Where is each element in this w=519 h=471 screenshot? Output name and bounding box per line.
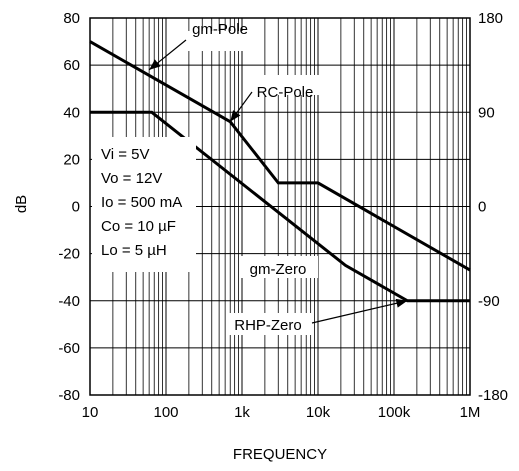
y-tick-label: 40 bbox=[63, 104, 80, 121]
tick-labels: 10 100 1k 10k 100k 1M 80 60 40 20 0 -20 -40 -60 -80 180… bbox=[58, 10, 508, 421]
annotation-arrowhead bbox=[395, 298, 408, 308]
condition-text: Vo = 12V bbox=[101, 170, 162, 187]
x-tick-label: 10k bbox=[306, 404, 331, 421]
y2-tick-label: -180 bbox=[478, 387, 508, 404]
y2-tick-label: -90 bbox=[478, 293, 500, 310]
x-tick-label: 100 bbox=[153, 404, 178, 421]
annotation-backdrop bbox=[244, 75, 328, 95]
condition-text: Vi = 5V bbox=[101, 146, 150, 163]
x-tick-label: 1k bbox=[234, 404, 250, 421]
condition-text: Io = 500 mA bbox=[101, 194, 182, 211]
annotation-label: RC-Pole bbox=[257, 84, 314, 101]
x-axis-title: FREQUENCY bbox=[233, 446, 327, 463]
y-tick-label: 20 bbox=[63, 151, 80, 168]
y-axis-title: dB bbox=[13, 195, 30, 213]
data-series bbox=[89, 40, 471, 303]
annotation-leader bbox=[311, 300, 408, 324]
annotation-label: gm-Pole bbox=[192, 21, 248, 38]
y-tick-label: -20 bbox=[58, 246, 80, 263]
y-tick-label: -40 bbox=[58, 293, 80, 310]
annotation-label: gm-Zero bbox=[250, 261, 307, 278]
annotation-backdrop bbox=[226, 313, 312, 335]
annotation-arrowhead bbox=[230, 110, 241, 122]
y2-tick-label: 0 bbox=[478, 199, 486, 216]
condition-text: Co = 10 µF bbox=[101, 218, 176, 235]
series-line-1 bbox=[89, 40, 471, 272]
annotation-arrowhead bbox=[149, 59, 161, 70]
annotation-label: RHP-Zero bbox=[234, 317, 302, 334]
condition-text: Lo = 5 µH bbox=[101, 242, 167, 259]
y-tick-label: -60 bbox=[58, 340, 80, 357]
y2-tick-label: 90 bbox=[478, 104, 495, 121]
x-tick-label: 1M bbox=[460, 404, 481, 421]
series-line-2 bbox=[90, 110, 470, 303]
y2-tick-label: 180 bbox=[478, 10, 503, 27]
y-tick-label: 0 bbox=[72, 199, 80, 216]
plot-frame bbox=[89, 17, 471, 396]
x-tick-label: 10 bbox=[82, 404, 99, 421]
x-tick-label: 100k bbox=[378, 404, 411, 421]
y-tick-label: 80 bbox=[63, 10, 80, 27]
y-tick-label: -80 bbox=[58, 387, 80, 404]
y-tick-label: 60 bbox=[63, 57, 80, 74]
annotations: gm-Pole RC-Pole gm-Zero RHP-Zero Vi = 5V Vo =… bbox=[92, 21, 408, 335]
conditions-backdrop bbox=[92, 137, 196, 272]
annotation-backdrop bbox=[180, 31, 256, 51]
plot-border bbox=[89, 17, 471, 396]
annotation-backdrop bbox=[240, 256, 318, 278]
